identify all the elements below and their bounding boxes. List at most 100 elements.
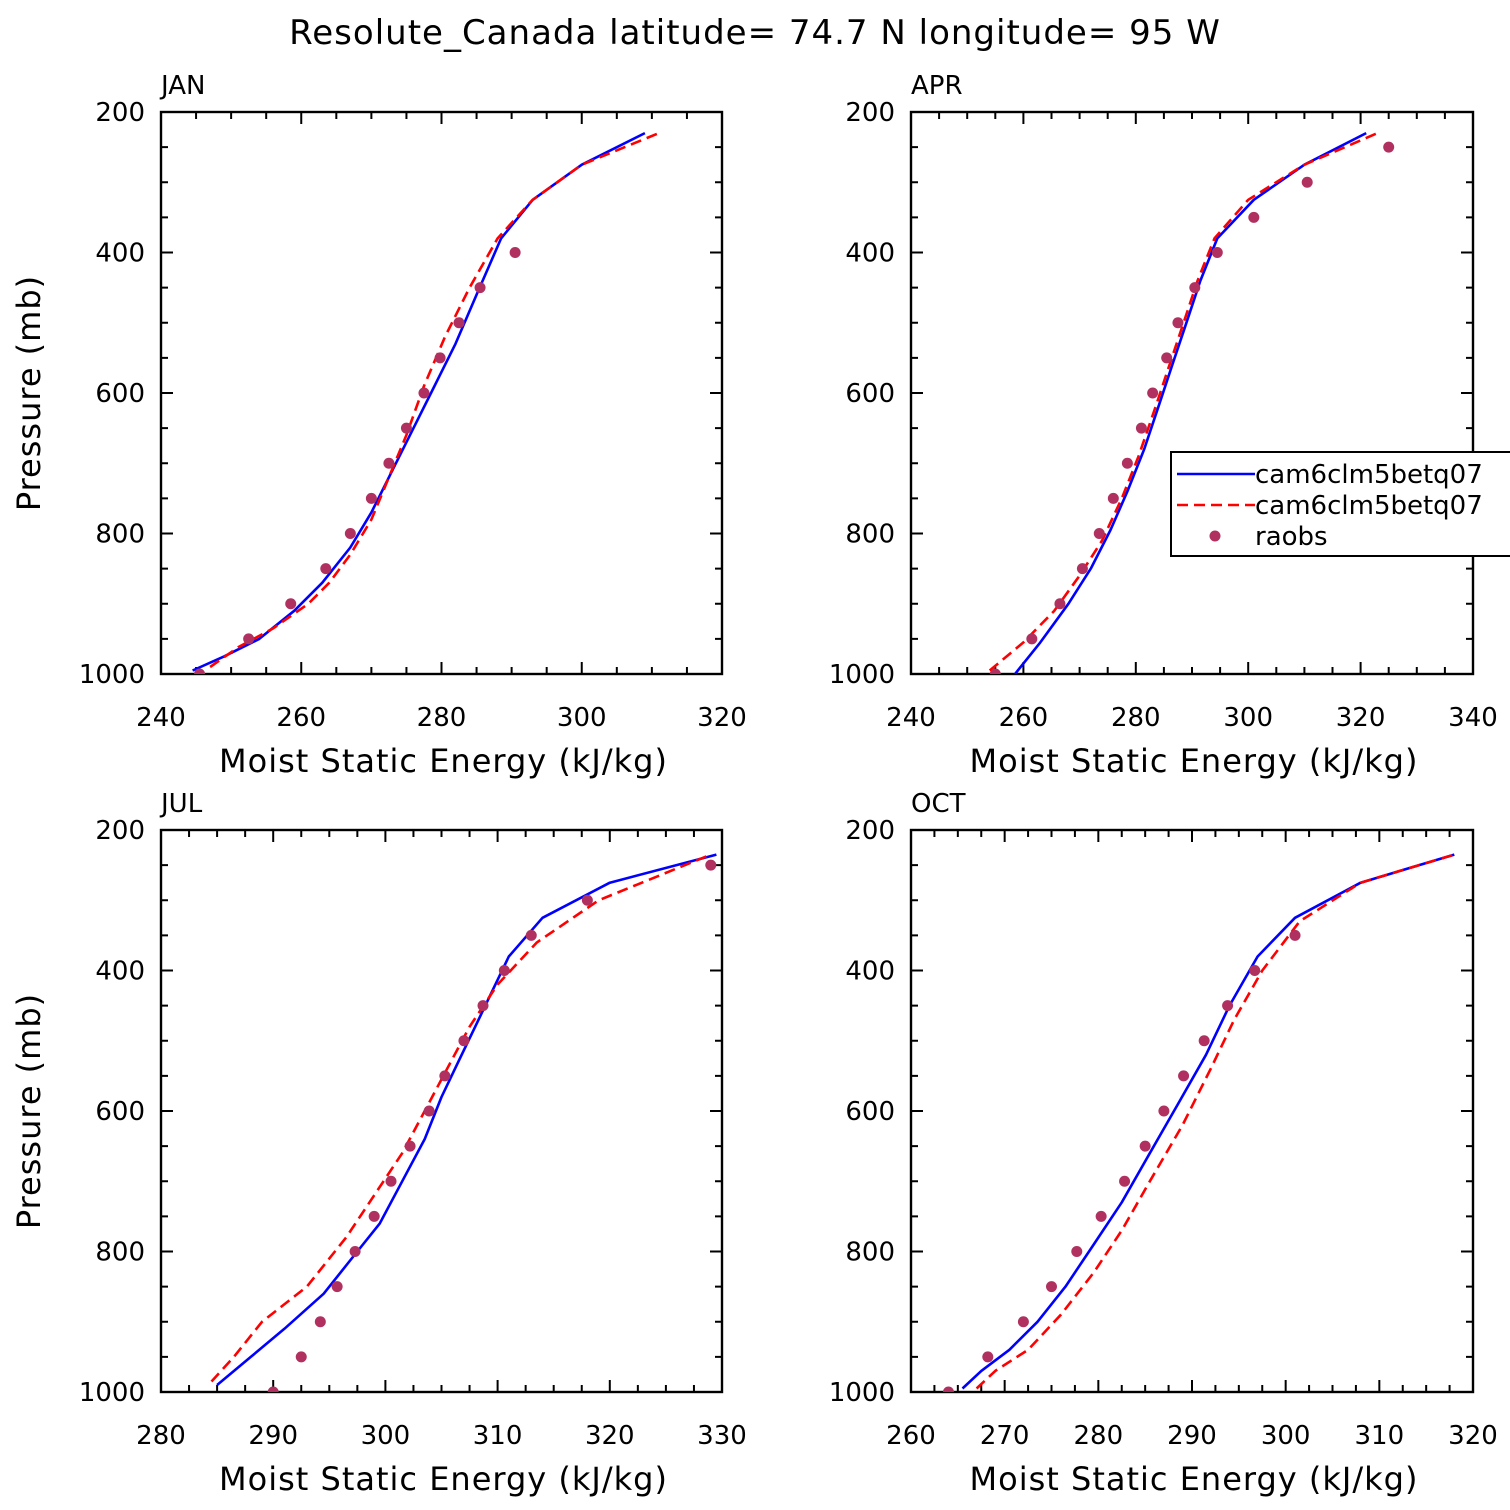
- raobs-point: [331, 1281, 343, 1293]
- raobs-point: [267, 1386, 279, 1392]
- raobs-point: [1248, 211, 1260, 223]
- raobs-point: [1054, 598, 1066, 610]
- panel-label: JUL: [159, 789, 203, 819]
- solid-series-line: [961, 853, 1455, 1390]
- x-tick-label: 320: [697, 703, 747, 733]
- raobs-point: [1289, 929, 1301, 941]
- raobs-point: [1121, 457, 1133, 469]
- raobs-point: [423, 1105, 435, 1117]
- x-tick-label: 320: [1336, 703, 1386, 733]
- panel-label: JAN: [159, 71, 205, 101]
- data-layer: [192, 131, 660, 674]
- x-tick-label: 260: [886, 1421, 936, 1451]
- dashed-series-line: [210, 853, 712, 1383]
- y-tick-label: 600: [845, 379, 895, 409]
- raobs-point: [1198, 1035, 1210, 1047]
- raobs-point: [1107, 492, 1119, 504]
- raobs-point: [498, 965, 510, 976]
- figure-title: Resolute_Canada latitude= 74.7 N longitu…: [289, 13, 1221, 53]
- y-tick-label: 200: [95, 816, 145, 846]
- raobs-point: [385, 1175, 397, 1187]
- raobs-point: [368, 1210, 380, 1222]
- legend-box: [1170, 451, 1510, 557]
- legend-marker: [1209, 530, 1221, 542]
- y-tick-label: 800: [845, 520, 895, 550]
- x-tick-label: 280: [1111, 703, 1161, 733]
- raobs-point: [1158, 1105, 1170, 1117]
- y-tick-label: 800: [95, 1238, 145, 1268]
- y-axis-label: Pressure (mb): [10, 275, 48, 511]
- legend-label: raobs: [1255, 522, 1328, 552]
- raobs-point: [1147, 387, 1159, 399]
- x-tick-label: 340: [1448, 703, 1498, 733]
- x-tick-label: 320: [585, 1421, 635, 1451]
- y-tick-label: 600: [95, 379, 145, 409]
- raobs-point: [1139, 1140, 1151, 1152]
- raobs-point: [1046, 1281, 1057, 1293]
- y-tick-label: 1000: [79, 660, 145, 690]
- raobs-point: [453, 317, 465, 329]
- raobs-point: [295, 1351, 307, 1363]
- raobs-point: [1071, 1246, 1083, 1257]
- x-tick-label: 270: [980, 1421, 1030, 1451]
- dashed-series-line: [209, 131, 660, 669]
- solid-series-line: [1013, 131, 1367, 674]
- legend-label: cam6clm5betq07: [1255, 460, 1483, 490]
- x-tick-label: 290: [1167, 1421, 1217, 1451]
- x-tick-label: 240: [136, 703, 186, 733]
- panel-jan: JAN 240 260 280 300 320 200 400 600 800 1000 Moist …: [10, 71, 747, 780]
- x-tick-label: 240: [886, 703, 936, 733]
- raobs-point: [285, 598, 297, 610]
- raobs-point: [1161, 352, 1173, 364]
- panel-apr: APR 240 260 280 300 320 340 200 400 600 800 1000 Moi…: [829, 71, 1498, 780]
- panel-label: OCT: [911, 789, 966, 819]
- y-axis-label: Pressure (mb): [10, 993, 48, 1229]
- x-tick-label: 280: [136, 1421, 186, 1451]
- y-tick-label: 600: [95, 1097, 145, 1127]
- x-tick-label: 300: [1261, 1421, 1311, 1451]
- raobs-point: [404, 1140, 416, 1152]
- plot-frame: [159, 828, 724, 1394]
- x-tick-label: 260: [999, 703, 1049, 733]
- legend-label: cam6clm5betq07: [1255, 491, 1483, 521]
- y-tick-label: 800: [845, 1238, 895, 1268]
- dashed-series-line: [975, 853, 1455, 1390]
- raobs-point: [344, 528, 356, 539]
- raobs-point: [1189, 282, 1201, 294]
- y-tick-label: 200: [95, 98, 145, 128]
- y-tick-label: 400: [845, 957, 895, 987]
- raobs-point: [982, 1351, 994, 1363]
- raobs-point: [509, 247, 521, 258]
- x-tick-label: 260: [276, 703, 326, 733]
- dashed-series-line: [988, 131, 1379, 672]
- x-tick-label: 320: [1448, 1421, 1498, 1451]
- x-tick-label: 330: [697, 1421, 747, 1451]
- raobs-point: [1076, 563, 1088, 575]
- data-layer: [988, 131, 1395, 674]
- raobs-point: [477, 1000, 489, 1012]
- panel-oct: OCT 260 270 280 290 300 310 320 200 400 600 800 1000…: [829, 789, 1498, 1498]
- raobs-point: [349, 1246, 361, 1257]
- panels: JAN 240 260 280 300 320 200 400 600 800 1000 Moist …: [10, 71, 1498, 1498]
- y-tick-label: 1000: [829, 660, 895, 690]
- raobs-point: [320, 563, 332, 575]
- x-axis-label: Moist Static Energy (kJ/kg): [970, 1460, 1419, 1498]
- data-layer: [942, 853, 1455, 1392]
- raobs-point: [525, 929, 537, 941]
- plot-frame: [909, 828, 1475, 1394]
- x-tick-label: 290: [248, 1421, 298, 1451]
- raobs-point: [243, 633, 255, 645]
- y-tick-label: 800: [95, 520, 145, 550]
- raobs-point: [458, 1035, 470, 1047]
- x-tick-label: 310: [1355, 1421, 1405, 1451]
- plot-frame: [159, 110, 724, 676]
- raobs-point: [1383, 141, 1395, 153]
- raobs-point: [400, 422, 412, 434]
- raobs-point: [439, 1070, 451, 1082]
- raobs-point: [989, 668, 1001, 674]
- y-tick-label: 600: [845, 1097, 895, 1127]
- raobs-point: [1222, 1000, 1234, 1012]
- plot-frame: [909, 110, 1475, 676]
